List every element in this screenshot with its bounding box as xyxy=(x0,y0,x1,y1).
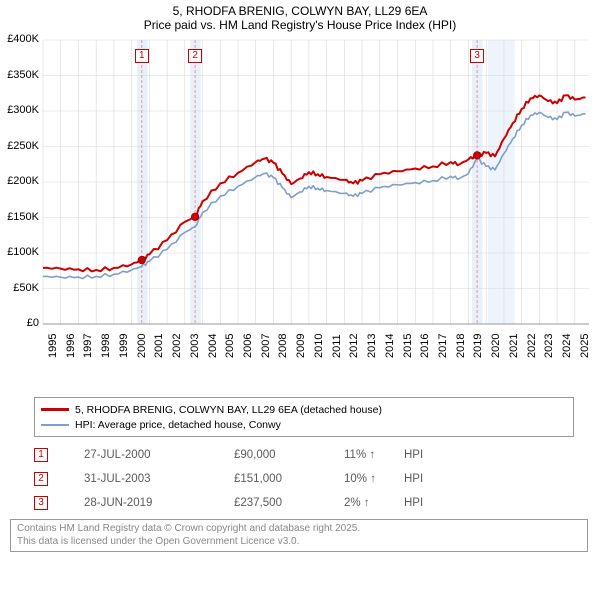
chart-svg xyxy=(5,34,595,359)
transaction-pct: 2% ↑ xyxy=(344,497,404,509)
transaction-date: 31-JUL-2003 xyxy=(84,473,234,485)
x-tick-label: 2000 xyxy=(136,334,148,358)
transaction-date: 27-JUL-2000 xyxy=(84,449,234,461)
chart-marker-1: 1 xyxy=(135,49,149,63)
legend-row: HPI: Average price, detached house, Conw… xyxy=(41,417,567,432)
x-tick-label: 2022 xyxy=(526,334,538,358)
transaction-marker: 1 xyxy=(34,448,48,462)
x-tick-label: 2013 xyxy=(366,334,378,358)
title-line-2: Price paid vs. HM Land Registry's House … xyxy=(0,18,600,32)
x-tick-label: 2004 xyxy=(207,334,219,358)
x-tick-label: 2018 xyxy=(455,334,467,358)
x-tick-label: 1996 xyxy=(65,334,77,358)
chart-plot-area: £0£50K£100K£150K£200K£250K£300K£350K£400… xyxy=(5,34,595,359)
transaction-hpi: HPI xyxy=(404,497,423,509)
x-tick-label: 2020 xyxy=(490,334,502,358)
x-tick-label: 2001 xyxy=(153,334,165,358)
legend-swatch xyxy=(41,424,69,426)
x-tick-label: 1995 xyxy=(47,334,59,358)
chart-marker-3: 3 xyxy=(470,49,484,63)
legend-label: 5, RHODFA BRENIG, COLWYN BAY, LL29 6EA (… xyxy=(75,404,382,416)
x-tick-label: 2002 xyxy=(171,334,183,358)
x-tick-label: 2008 xyxy=(277,334,289,358)
x-tick-label: 2003 xyxy=(189,334,201,358)
transaction-marker: 2 xyxy=(34,472,48,486)
x-tick-label: 2023 xyxy=(543,334,555,358)
x-tick-label: 1997 xyxy=(82,334,94,358)
x-tick-label: 2024 xyxy=(561,334,573,358)
y-tick-label: £350K xyxy=(0,69,39,81)
y-tick-label: £50K xyxy=(0,282,39,294)
x-tick-label: 2007 xyxy=(260,334,272,358)
x-tick-label: 2011 xyxy=(331,334,343,358)
transaction-pct: 11% ↑ xyxy=(344,449,404,461)
legend-swatch xyxy=(41,408,69,411)
x-tick-label: 2006 xyxy=(242,334,254,358)
x-tick-label: 2021 xyxy=(508,334,520,358)
x-tick-label: 2005 xyxy=(224,334,236,358)
transaction-row: 2 31-JUL-2003£151,00010% ↑HPI xyxy=(34,467,596,491)
y-tick-label: £0 xyxy=(0,317,39,329)
transaction-price: £237,500 xyxy=(234,497,344,509)
x-tick-label: 2012 xyxy=(348,334,360,358)
legend-row: 5, RHODFA BRENIG, COLWYN BAY, LL29 6EA (… xyxy=(41,402,567,417)
license-note: Contains HM Land Registry data © Crown c… xyxy=(10,519,588,552)
y-tick-label: £100K xyxy=(0,246,39,258)
y-tick-label: £150K xyxy=(0,211,39,223)
transaction-marker: 3 xyxy=(34,496,48,510)
transaction-date: 28-JUN-2019 xyxy=(84,497,234,509)
y-tick-label: £300K xyxy=(0,104,39,116)
transaction-pct: 10% ↑ xyxy=(344,473,404,485)
x-tick-label: 2017 xyxy=(437,334,449,358)
x-tick-label: 1999 xyxy=(118,334,130,358)
transaction-price: £90,000 xyxy=(234,449,344,461)
transaction-table: 127-JUL-2000£90,00011% ↑HPI231-JUL-2003£… xyxy=(34,443,596,515)
transaction-hpi: HPI xyxy=(404,449,423,461)
x-tick-label: 2025 xyxy=(579,334,591,358)
legend: 5, RHODFA BRENIG, COLWYN BAY, LL29 6EA (… xyxy=(34,397,574,437)
x-tick-label: 2009 xyxy=(295,334,307,358)
chart-title: 5, RHODFA BRENIG, COLWYN BAY, LL29 6EA P… xyxy=(0,0,600,34)
chart-marker-2: 2 xyxy=(188,49,202,63)
y-tick-label: £400K xyxy=(0,33,39,45)
legend-label: HPI: Average price, detached house, Conw… xyxy=(75,419,281,431)
x-tick-label: 1998 xyxy=(100,334,112,358)
license-line-2: This data is licensed under the Open Gov… xyxy=(17,536,581,549)
x-tick-label: 2016 xyxy=(419,334,431,358)
x-tick-label: 2014 xyxy=(384,334,396,358)
y-tick-label: £250K xyxy=(0,140,39,152)
y-tick-label: £200K xyxy=(0,175,39,187)
transaction-row: 3 28-JUN-2019£237,5002% ↑HPI xyxy=(34,491,596,515)
transaction-hpi: HPI xyxy=(404,473,423,485)
license-line-1: Contains HM Land Registry data © Crown c… xyxy=(17,523,581,536)
x-tick-label: 2019 xyxy=(472,334,484,358)
x-tick-label: 2015 xyxy=(402,334,414,358)
transaction-price: £151,000 xyxy=(234,473,344,485)
x-tick-label: 2010 xyxy=(313,334,325,358)
transaction-row: 1 27-JUL-2000£90,00011% ↑HPI xyxy=(34,443,596,467)
title-line-1: 5, RHODFA BRENIG, COLWYN BAY, LL29 6EA xyxy=(0,4,600,18)
